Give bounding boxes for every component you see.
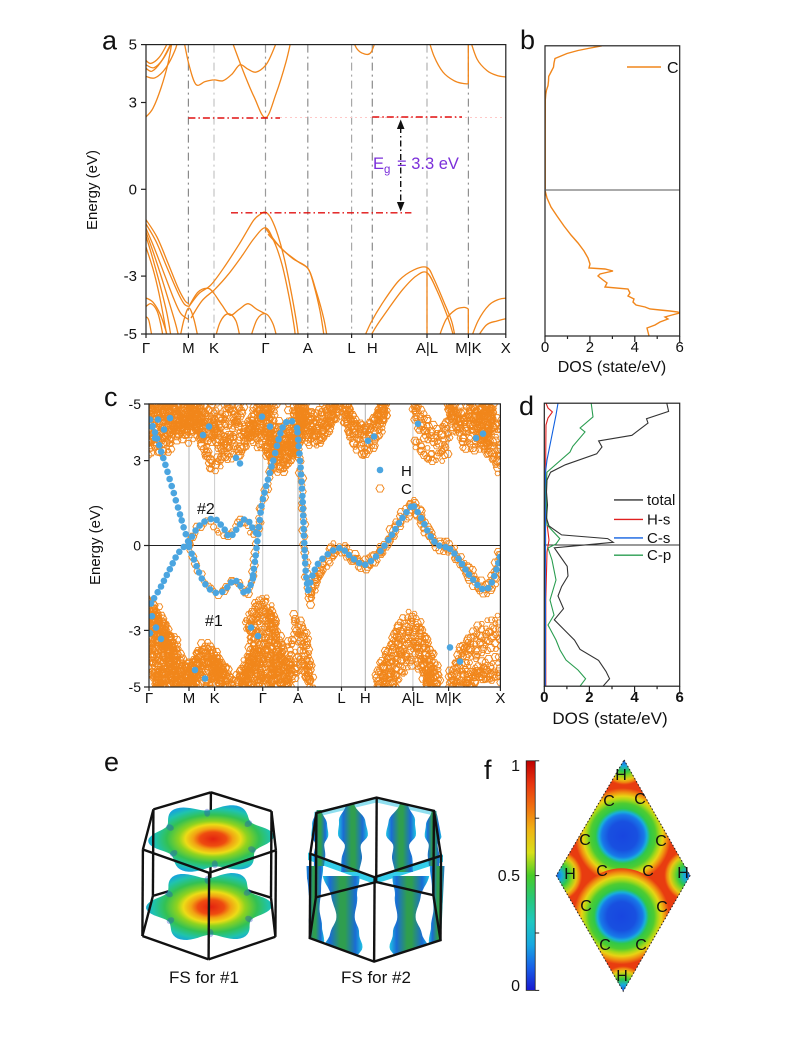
svg-text:H-s: H-s <box>647 511 670 528</box>
svg-text:M|K: M|K <box>455 340 481 357</box>
svg-text:3: 3 <box>129 95 137 112</box>
svg-text:C: C <box>603 793 615 810</box>
svg-text:4: 4 <box>630 689 639 706</box>
svg-text:H: H <box>616 968 628 985</box>
svg-text:C: C <box>656 899 668 916</box>
svg-text:Γ: Γ <box>259 690 267 707</box>
svg-text:A|L: A|L <box>416 340 438 357</box>
svg-text:a: a <box>102 26 118 56</box>
svg-text:Γ: Γ <box>261 340 269 357</box>
svg-text:c: c <box>104 382 118 412</box>
svg-text:M: M <box>182 340 195 357</box>
svg-text:A: A <box>293 690 303 707</box>
svg-text:A|L: A|L <box>402 690 424 707</box>
svg-text:d: d <box>519 391 534 421</box>
svg-text:C: C <box>580 898 592 915</box>
svg-text:C: C <box>634 791 646 808</box>
svg-text:C: C <box>642 863 654 880</box>
svg-text:X: X <box>495 690 505 707</box>
svg-text:#2: #2 <box>197 501 215 518</box>
svg-text:b: b <box>520 25 535 55</box>
svg-text:= 3.3 eV: = 3.3 eV <box>397 155 459 173</box>
svg-text:C: C <box>599 937 611 954</box>
svg-text:2: 2 <box>586 339 594 356</box>
svg-text:1: 1 <box>511 758 520 775</box>
svg-text:Γ: Γ <box>142 340 150 357</box>
svg-text:total: total <box>647 492 675 509</box>
svg-text:g: g <box>384 164 390 176</box>
svg-text:FS for #1: FS for #1 <box>169 968 239 987</box>
svg-text:H: H <box>677 865 689 882</box>
svg-text:C: C <box>401 481 412 498</box>
svg-text:H: H <box>401 463 412 480</box>
svg-text:-3: -3 <box>124 268 137 285</box>
svg-text:C: C <box>655 833 667 850</box>
svg-text:X: X <box>501 340 511 357</box>
svg-text:Γ: Γ <box>145 690 153 707</box>
svg-text:M|K: M|K <box>435 690 461 707</box>
svg-text:Energy (eV): Energy (eV) <box>87 505 104 585</box>
svg-text:H: H <box>615 767 627 784</box>
svg-text:-5: -5 <box>124 326 137 343</box>
svg-text:C-p: C-p <box>647 547 671 564</box>
svg-text:M: M <box>183 690 196 707</box>
svg-text:5: 5 <box>129 37 137 54</box>
svg-text:e: e <box>104 747 119 777</box>
svg-text:0: 0 <box>541 339 549 356</box>
svg-text:#1: #1 <box>205 613 223 630</box>
svg-text:H: H <box>360 690 371 707</box>
svg-text:C: C <box>596 863 608 880</box>
svg-text:0: 0 <box>129 181 137 198</box>
svg-text:E: E <box>373 155 384 173</box>
svg-text:6: 6 <box>676 339 684 356</box>
svg-text:C: C <box>667 60 679 77</box>
svg-text:0: 0 <box>540 689 548 706</box>
svg-text:0: 0 <box>133 538 141 554</box>
svg-text:Energy (eV): Energy (eV) <box>84 150 101 230</box>
svg-text:FS for #2: FS for #2 <box>341 968 411 987</box>
svg-text:4: 4 <box>631 339 639 356</box>
svg-text:DOS (state/eV): DOS (state/eV) <box>558 359 666 376</box>
svg-text:H: H <box>564 866 576 883</box>
svg-text:6: 6 <box>676 689 684 706</box>
svg-text:0.5: 0.5 <box>498 868 520 885</box>
svg-text:f: f <box>484 755 492 785</box>
svg-text:A: A <box>303 340 313 357</box>
svg-text:-5: -5 <box>129 679 142 695</box>
svg-text:C: C <box>579 832 591 849</box>
svg-text:-3: -3 <box>129 622 142 638</box>
svg-text:-5: -5 <box>129 396 142 412</box>
svg-text:L: L <box>337 690 345 707</box>
svg-text:L: L <box>347 340 355 357</box>
svg-text:H: H <box>367 340 378 357</box>
svg-text:K: K <box>210 690 220 707</box>
svg-text:3: 3 <box>133 453 141 469</box>
svg-text:K: K <box>209 340 219 357</box>
svg-text:C: C <box>635 937 647 954</box>
svg-text:0: 0 <box>511 978 520 995</box>
svg-text:C-s: C-s <box>647 530 670 547</box>
svg-text:2: 2 <box>585 689 593 706</box>
svg-text:DOS (state/eV): DOS (state/eV) <box>552 709 667 728</box>
